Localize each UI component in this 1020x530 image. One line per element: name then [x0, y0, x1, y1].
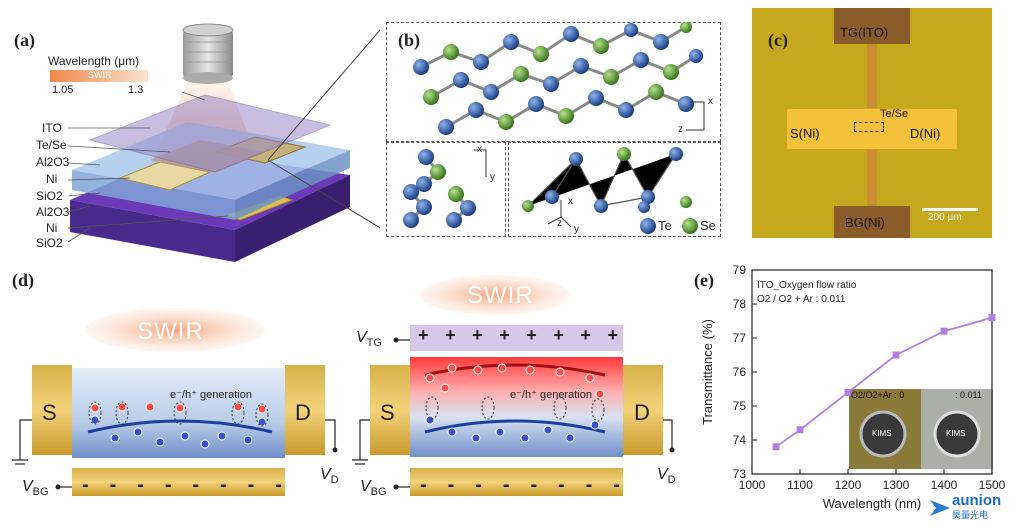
data-point: [772, 443, 780, 451]
bg-label: BG(Ni): [845, 215, 885, 230]
x-tick-label: 1200: [835, 478, 862, 492]
source-label: S(Ni): [790, 126, 820, 141]
x-tick-label: 1100: [787, 478, 813, 492]
chain-view-box: [386, 22, 721, 142]
transmittance-chart: 1000 1100 1200 1300 1400 1500 73 74 75 76 77 78 79 Wa…: [700, 263, 1006, 511]
generation-label-right: e⁻/h⁺ generation: [510, 389, 592, 401]
inset-logo-left: KIMS: [872, 429, 892, 438]
axis-x-label-side: x: [568, 196, 573, 207]
vtg-label: VTG: [356, 329, 382, 350]
plus-row: + + + + + + + +: [418, 325, 618, 345]
inset-disc-right: [933, 410, 981, 458]
watermark: aunion 昊量光电: [928, 492, 1002, 521]
y-axis-label: Transmittance (%): [700, 319, 715, 425]
y-tick-label: 73: [733, 467, 747, 481]
bg-pad: [834, 206, 910, 238]
crystal-structure: [403, 22, 705, 234]
y-tick-label: 79: [733, 263, 747, 277]
channel-box: [854, 122, 884, 132]
data-point: [796, 426, 804, 434]
drain-label: D(Ni): [910, 126, 941, 141]
axis-y-label-side: y: [574, 224, 579, 235]
swir-label-right: SWIR: [467, 282, 534, 309]
data-point: [844, 388, 852, 396]
range-min: 1.05: [52, 84, 74, 96]
layer-label: Te/Se: [36, 138, 67, 152]
y-tick-label: 78: [733, 297, 747, 311]
panel-d-label: (d): [12, 270, 34, 290]
axis-x-label: x: [708, 96, 713, 107]
source-label-left: S: [42, 400, 57, 425]
layer-label: Ni: [46, 172, 58, 186]
tg-label: TG(ITO): [840, 25, 889, 40]
se-atom-icon: [682, 218, 698, 234]
sd-electrode: [786, 108, 958, 150]
panel-c-label: (c): [768, 30, 788, 50]
vbg-label-left: VBG: [22, 478, 49, 499]
data-point: [988, 314, 996, 322]
side-view-box: [508, 142, 721, 237]
layer-label: SiO2: [36, 189, 63, 203]
watermark-text: aunion: [952, 492, 1002, 509]
swir-label-left: SWIR: [137, 318, 204, 345]
layer-label: Ni: [46, 221, 58, 235]
panel-b-label: (b): [398, 30, 420, 50]
data-point: [892, 351, 900, 359]
inset-disc-left: [859, 410, 907, 458]
x-tick-label: 1500: [979, 478, 1006, 492]
logo-icon: [930, 499, 950, 516]
series-line: [775, 316, 993, 448]
y-tick-label: 74: [733, 433, 747, 447]
axis-z-label: z: [678, 124, 683, 135]
te-atom-icon: [640, 218, 656, 234]
band-diagram: [12, 275, 675, 496]
axis-x-label-top: x: [477, 144, 482, 155]
drain-label-right: D: [634, 400, 650, 425]
drain-label-left: D: [295, 400, 311, 425]
x-axis-label: Wavelength (nm): [823, 496, 922, 511]
y-tick-label: 76: [733, 365, 747, 379]
x-tick-label: 1400: [931, 478, 958, 492]
vd-label-left: VD: [320, 466, 339, 487]
swir-band-label: SWIR: [88, 70, 112, 80]
legend-se: Se: [700, 218, 716, 233]
panel-e-label: (e): [694, 270, 714, 290]
generation-label-left: e⁻/h⁺ generation: [170, 389, 252, 401]
watermark-sub: 昊量光电: [952, 510, 989, 520]
inset-right-label: : 0.011: [955, 390, 982, 400]
panel-a-label: (a): [14, 30, 35, 50]
scale-bar: [922, 208, 978, 211]
range-max: 1.3: [128, 84, 144, 96]
minus-row-right: --------: [420, 474, 620, 496]
legend-line1: ITO_Oxygen flow ratio: [757, 280, 857, 291]
lens-icon: [182, 23, 234, 84]
inset-logo-right: KIMS: [946, 429, 966, 438]
x-tick-label: 1000: [739, 478, 766, 492]
axis-y-label-top: y: [490, 172, 495, 183]
top-view-box: [386, 142, 506, 237]
inset-left-label: O2/O2+Ar : 0: [851, 390, 905, 400]
channel-label: Te/Se: [880, 108, 909, 120]
axis-z-label-side: z: [557, 218, 562, 229]
wavelength-title: Wavelength (μm): [48, 54, 140, 68]
legend-line2: O2 / O2 + Ar : 0.011: [757, 294, 846, 305]
tg-pad: [834, 8, 910, 44]
scale-label: 200 μm: [928, 212, 962, 223]
wavelength-bar: [50, 70, 148, 82]
device-schematic: [50, 23, 380, 262]
minus-row-left: --------: [82, 474, 282, 496]
y-tick-label: 77: [733, 331, 747, 345]
layer-label: SiO2: [36, 236, 63, 250]
vbg-label-right: VBG: [360, 478, 387, 499]
x-tick-label: 1300: [883, 478, 910, 492]
legend-te: Te: [658, 218, 672, 233]
layer-label: ITO: [42, 121, 62, 135]
layer-label: Al2O3: [36, 155, 70, 169]
y-tick-label: 75: [733, 399, 747, 413]
data-point: [940, 327, 948, 335]
vd-label-right: VD: [657, 466, 676, 487]
layer-label: Al2O3: [36, 205, 70, 219]
source-label-right: S: [380, 400, 395, 425]
